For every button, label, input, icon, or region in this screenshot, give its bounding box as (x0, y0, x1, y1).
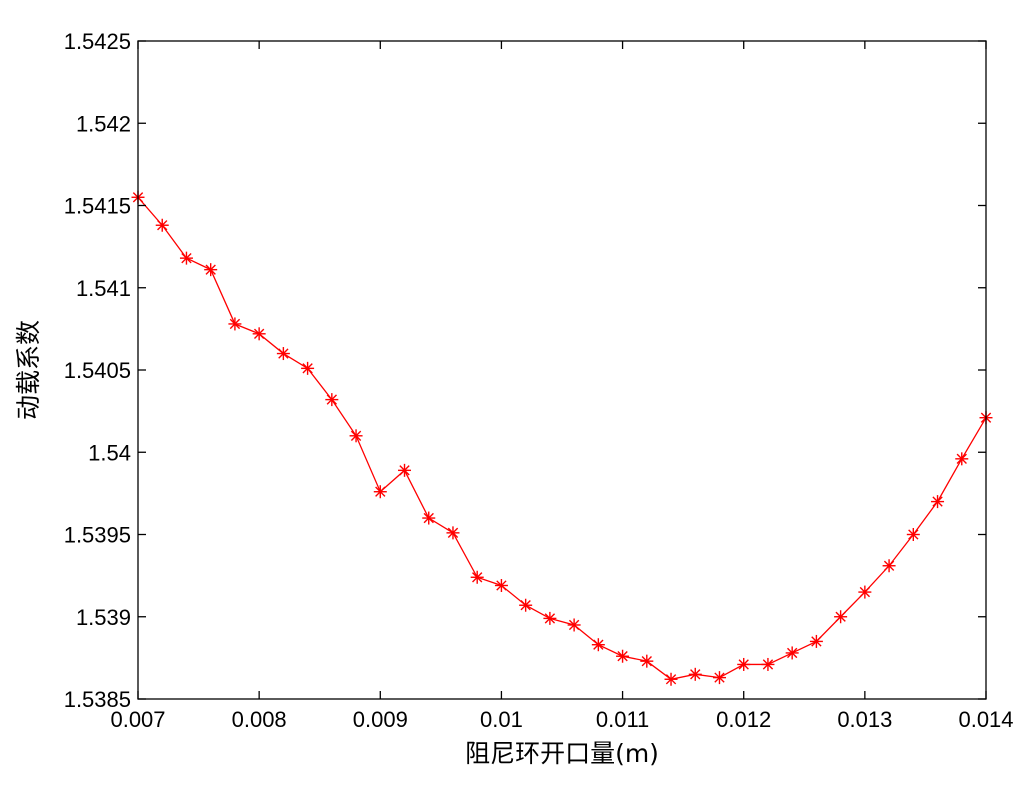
y-tick-label: 1.5405 (64, 358, 131, 383)
x-tick-label: 0.012 (716, 707, 771, 732)
data-point-marker (252, 327, 266, 341)
data-point-marker (567, 618, 581, 632)
data-point-marker (470, 570, 484, 584)
axes-frame (137, 40, 987, 700)
data-point-marker (616, 649, 630, 663)
data-point-marker (834, 610, 848, 624)
data-point-marker (712, 671, 726, 685)
x-tick-label: 0.01 (480, 707, 523, 732)
data-point-marker (640, 654, 654, 668)
tick-layer: 0.007 0.008 0.009 0.01 0.011 0.012 0.013 0.014 1… (64, 29, 1014, 732)
y-tick-label: 1.54 (88, 440, 131, 465)
data-point-marker (543, 611, 557, 625)
data-point-marker (858, 585, 872, 599)
data-point-marker (276, 347, 290, 361)
data-point-marker (931, 495, 945, 509)
data-point-marker (664, 672, 678, 686)
data-point-marker (204, 263, 218, 277)
x-axis-label: 阻尼环开口量(m) (465, 739, 659, 768)
y-axis-label: 动载系数 (14, 320, 43, 420)
x-tick-label: 0.008 (232, 707, 287, 732)
data-point-marker (688, 667, 702, 681)
x-tick-label: 0.011 (596, 707, 649, 732)
y-tick-label: 1.5385 (64, 687, 131, 712)
y-tick-label: 1.539 (76, 605, 131, 630)
data-point-marker (155, 218, 169, 232)
data-point-marker (325, 393, 339, 407)
data-point-marker (737, 657, 751, 671)
x-tick-label: 0.014 (958, 707, 1013, 732)
y-tick-label: 1.541 (76, 276, 131, 301)
data-point-marker (228, 317, 242, 331)
data-point-marker (373, 485, 387, 499)
data-point-marker (955, 452, 969, 466)
data-point-marker (349, 429, 363, 443)
data-point-marker (422, 511, 436, 525)
y-tick-label: 1.5425 (64, 29, 131, 54)
series-layer (131, 190, 993, 686)
y-tick-label: 1.5395 (64, 523, 131, 548)
x-tick-label: 0.009 (353, 707, 408, 732)
data-point-marker (882, 559, 896, 573)
data-point-marker (906, 528, 920, 541)
data-point-marker (301, 361, 315, 375)
data-point-marker (519, 598, 533, 612)
plot-area (138, 41, 986, 699)
data-point-marker (446, 526, 460, 540)
data-point-marker (761, 657, 775, 671)
x-tick-label: 0.007 (110, 707, 165, 732)
data-point-marker (179, 251, 193, 265)
data-point-marker (809, 634, 823, 648)
data-point-marker (398, 463, 412, 477)
y-tick-label: 1.542 (76, 111, 131, 136)
x-tick-label: 0.013 (837, 707, 892, 732)
data-point-marker (785, 646, 799, 660)
data-point-marker (494, 578, 508, 592)
y-tick-label: 1.5415 (64, 194, 131, 219)
data-point-marker (591, 638, 605, 652)
